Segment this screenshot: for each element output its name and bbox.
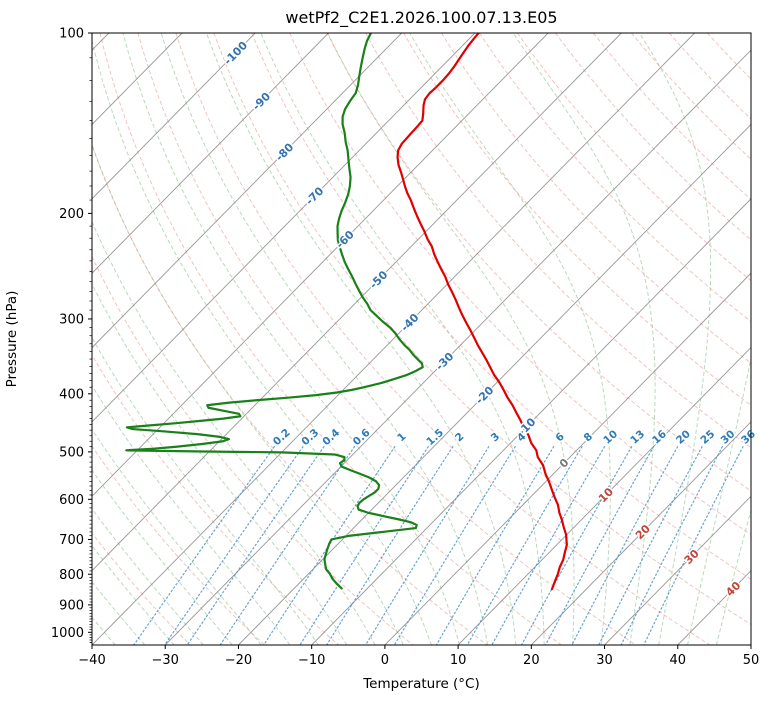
- y-tick-label: 400: [59, 387, 84, 402]
- y-tick-label: 800: [59, 568, 84, 583]
- x-tick-label: −30: [152, 653, 179, 668]
- y-tick-label: 600: [59, 493, 84, 508]
- isotherm: [751, 33, 775, 645]
- x-tick-label: 0: [381, 653, 389, 668]
- y-tick-label: 100: [59, 27, 84, 42]
- y-tick-label: 1000: [51, 626, 84, 641]
- x-tick-label: −10: [298, 653, 325, 668]
- y-tick-label: 300: [59, 312, 84, 327]
- y-tick-label: 900: [59, 598, 84, 613]
- x-axis-label: Temperature (°C): [362, 676, 480, 692]
- x-tick-label: 30: [596, 653, 613, 668]
- x-tick-label: 10: [450, 653, 467, 668]
- y-tick-label: 500: [59, 445, 84, 460]
- x-tick-label: 40: [670, 653, 687, 668]
- x-tick-label: 50: [743, 653, 760, 668]
- y-tick-label: 700: [59, 533, 84, 548]
- x-tick-label: 20: [523, 653, 540, 668]
- y-axis-label: Pressure (hPa): [4, 291, 20, 388]
- chart-title: wetPf2_C2E1.2026.100.07.13.E05: [285, 8, 557, 28]
- x-tick-label: −40: [78, 653, 105, 668]
- x-tick-label: −20: [225, 653, 252, 668]
- y-tick-label: 200: [59, 207, 84, 222]
